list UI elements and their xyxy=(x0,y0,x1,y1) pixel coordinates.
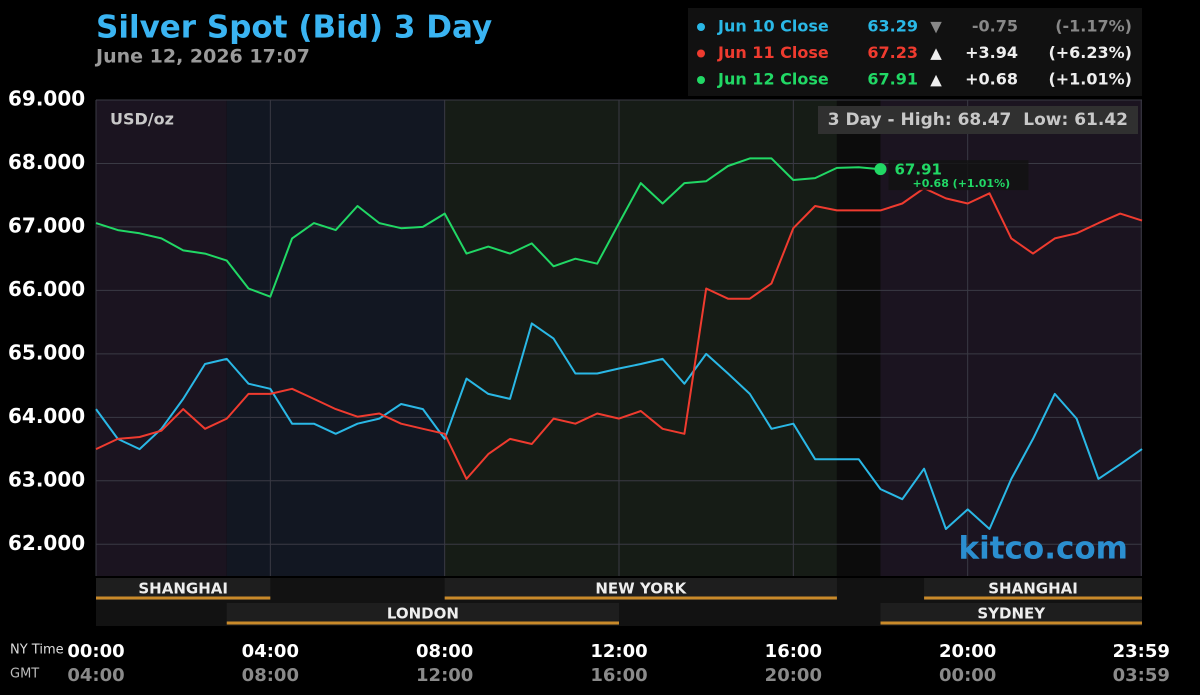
legend-change: +0.68 xyxy=(965,70,1018,89)
legend-close: 63.29 xyxy=(867,17,918,36)
shading-band xyxy=(96,100,227,576)
legend-box xyxy=(688,8,1142,96)
legend-close: 67.91 xyxy=(867,70,918,89)
chart-title: Silver Spot (Bid) 3 Day xyxy=(96,10,492,46)
y-tick-label: 69.000 xyxy=(8,87,85,111)
session-cell xyxy=(880,603,1142,625)
shading-band xyxy=(836,100,881,576)
legend-pct: (-1.17%) xyxy=(1055,17,1132,36)
shading-band xyxy=(226,100,445,576)
range-box xyxy=(818,106,1138,134)
x2-tick-label: 12:00 xyxy=(416,665,473,686)
x2-tick-label: 04:00 xyxy=(67,665,124,686)
legend-change: -0.75 xyxy=(972,17,1018,36)
legend-close: 67.23 xyxy=(867,43,918,62)
unit-label: USD/oz xyxy=(110,110,174,129)
plot-shading xyxy=(96,100,1142,576)
x-tick-label: 20:00 xyxy=(939,641,996,662)
x2-tick-label: 20:00 xyxy=(765,665,822,686)
x-tick-label: 08:00 xyxy=(416,641,473,662)
x-axis-label: NY Time xyxy=(10,643,64,658)
x2-tick-label: 00:00 xyxy=(939,665,996,686)
session-cell xyxy=(226,603,619,625)
legend-change: +3.94 xyxy=(965,43,1018,62)
x2-tick-label: 16:00 xyxy=(590,665,647,686)
session-label: SYDNEY xyxy=(977,605,1046,623)
session-label: LONDON xyxy=(387,605,459,623)
session-label: SHANGHAI xyxy=(988,580,1078,598)
range-text: 3 Day - High: 68.47 Low: 61.42 xyxy=(828,110,1128,130)
session-label: NEW YORK xyxy=(595,580,687,598)
shading-band xyxy=(444,100,837,576)
legend-marker xyxy=(697,49,705,58)
chart-subtitle: June 12, 2026 17:07 xyxy=(94,46,310,68)
end-label: 67.91 xyxy=(895,161,942,179)
legend-pct: (+6.23%) xyxy=(1048,43,1132,62)
y-tick-label: 64.000 xyxy=(8,404,85,428)
y-tick-label: 65.000 xyxy=(8,340,85,364)
range-high: 68.47 xyxy=(958,110,1012,130)
watermark: kitco.com xyxy=(959,531,1129,567)
legend-arrow: ▲ xyxy=(930,44,942,62)
y-tick-label: 68.000 xyxy=(8,150,85,174)
legend-arrow: ▲ xyxy=(930,71,942,89)
legend-pct: (+1.01%) xyxy=(1048,70,1132,89)
session-cell xyxy=(96,578,271,600)
legend-marker xyxy=(697,23,705,31)
x-tick-label: 04:00 xyxy=(242,641,299,662)
legend-arrow: ▼ xyxy=(930,18,942,36)
x-tick-label: 00:00 xyxy=(67,641,124,662)
y-tick-label: 67.000 xyxy=(8,213,85,237)
legend-marker xyxy=(697,76,705,84)
session-label: SHANGHAI xyxy=(138,580,228,598)
legend-label: Jun 12 Close xyxy=(717,70,829,89)
series-line xyxy=(95,157,881,298)
x2-tick-label: 08:00 xyxy=(242,665,299,686)
range-label: 3 Day - High: xyxy=(828,110,952,130)
y-tick-label: 66.000 xyxy=(8,277,85,301)
y-tick-label: 63.000 xyxy=(8,467,85,491)
legend-label: Jun 11 Close xyxy=(717,43,829,62)
y-tick-label: 62.000 xyxy=(8,531,85,555)
x2-tick-label: 03:59 xyxy=(1113,665,1170,686)
x-tick-label: 23:59 xyxy=(1113,641,1170,662)
session-cell xyxy=(444,578,837,600)
x-tick-label: 12:00 xyxy=(590,641,647,662)
end-note: +0.68 (+1.01%) xyxy=(913,177,1011,190)
x2-axis-label: GMT xyxy=(10,667,39,682)
range-low: 61.42 xyxy=(1074,110,1128,130)
range-low-label: Low: xyxy=(1023,110,1068,130)
series-lines xyxy=(95,157,1143,530)
series-line xyxy=(95,187,1143,480)
series-line xyxy=(95,322,1143,530)
legend: Jun 10 Close 63.29 ▼ -0.75 (-1.17%) Jun 11 Cl… xyxy=(697,17,1132,89)
end-label-box xyxy=(888,160,1029,191)
x-tick-label: 16:00 xyxy=(765,641,822,662)
end-marker xyxy=(874,163,887,176)
legend-label: Jun 10 Close xyxy=(717,17,829,36)
session-cell xyxy=(924,578,1142,600)
